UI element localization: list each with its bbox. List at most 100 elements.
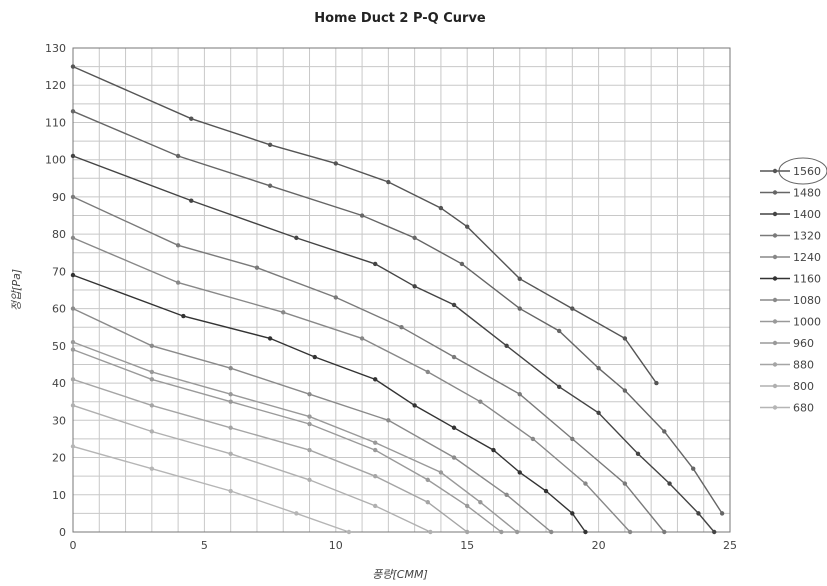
chart-title: Home Duct 2 P-Q Curve	[314, 11, 486, 26]
series-line	[72, 155, 715, 533]
data-point	[451, 455, 457, 460]
legend-item: 1560	[760, 165, 821, 178]
data-point	[622, 481, 628, 486]
data-point	[451, 354, 457, 360]
legend-label: 880	[793, 359, 814, 372]
data-point	[70, 235, 76, 241]
data-point	[622, 388, 628, 393]
legend-label: 1480	[793, 187, 821, 200]
legend-item: 880	[760, 359, 814, 372]
data-point	[267, 183, 273, 188]
data-point	[386, 418, 391, 423]
data-point	[70, 272, 76, 278]
data-point	[70, 306, 76, 311]
legend-swatch-marker	[772, 362, 778, 367]
legend-label: 1000	[793, 316, 821, 329]
data-point	[491, 447, 496, 453]
data-point	[373, 261, 378, 267]
legend-swatch-marker	[772, 340, 778, 346]
data-point	[373, 440, 378, 445]
series-line	[72, 348, 502, 533]
x-tick-label: 15	[460, 539, 474, 552]
data-point	[622, 336, 628, 341]
series-line	[72, 378, 468, 533]
data-point	[478, 399, 483, 404]
data-point	[149, 369, 155, 375]
legend-swatch-marker	[772, 254, 778, 260]
legend-highlight-ellipse	[778, 157, 827, 185]
series-1560	[70, 64, 659, 386]
data-point	[386, 179, 391, 185]
plot-frame	[72, 47, 731, 533]
y-tick-label: 120	[45, 79, 66, 92]
data-point	[425, 477, 430, 483]
data-point	[691, 466, 696, 471]
y-tick-label: 10	[52, 489, 66, 502]
data-point	[359, 213, 365, 218]
data-point	[583, 481, 588, 486]
y-tick-label: 0	[59, 526, 66, 539]
data-point	[373, 503, 378, 509]
legend-swatch-marker	[772, 297, 778, 303]
data-point	[438, 205, 444, 211]
data-point	[307, 421, 312, 427]
series-1000	[70, 339, 520, 535]
legend-swatch-marker	[772, 319, 778, 324]
data-point	[373, 473, 378, 479]
legend-swatch-marker	[772, 383, 778, 389]
data-point	[549, 529, 554, 535]
data-point	[465, 503, 470, 509]
data-point	[70, 403, 76, 408]
legend-swatch-marker	[772, 190, 778, 195]
data-point	[228, 451, 233, 457]
legend-item: 1320	[760, 230, 821, 243]
legend-label: 1560	[793, 165, 821, 178]
data-point	[307, 414, 312, 419]
legend-item: 1080	[760, 294, 821, 307]
y-tick-label: 110	[45, 116, 66, 129]
data-point	[70, 444, 76, 449]
axis-ticks: 0 5 10 15 20 25 0 10 20 30 40 50 60 70 80 90 100 110 120 13…	[45, 42, 737, 552]
data-point	[517, 276, 522, 282]
series-960	[70, 347, 504, 535]
legend-swatch-marker	[772, 276, 778, 281]
legend-item: 800	[760, 380, 814, 393]
series-880	[70, 377, 470, 535]
data-point	[556, 384, 562, 389]
legend-item: 960	[760, 337, 814, 350]
legend-swatch-marker	[772, 233, 778, 238]
legend: 1560 1480 1400 1320 1240 1160 1080 1000 960 880 80…	[760, 157, 827, 415]
data-point	[149, 343, 155, 349]
data-point	[149, 403, 155, 408]
data-point	[228, 365, 233, 371]
legend-swatch-marker	[772, 211, 778, 217]
y-tick-label: 90	[52, 191, 66, 204]
data-point	[281, 310, 286, 315]
legend-item: 1240	[760, 251, 821, 264]
data-point	[412, 403, 417, 408]
data-point	[181, 313, 186, 319]
data-point	[596, 410, 601, 416]
data-point	[465, 529, 470, 535]
y-axis-label: 정압[Pa]	[10, 269, 23, 311]
x-tick-label: 10	[329, 539, 343, 552]
series-800	[70, 403, 433, 535]
data-point	[583, 529, 588, 535]
series-1480	[70, 109, 725, 516]
data-point	[570, 436, 575, 442]
data-point	[307, 392, 312, 397]
data-point	[712, 529, 717, 535]
data-point	[412, 284, 417, 289]
data-point	[189, 116, 194, 121]
legend-swatch-marker	[772, 405, 778, 410]
series-1400	[70, 153, 717, 535]
data-point	[70, 153, 76, 159]
data-point	[517, 392, 522, 397]
series-line	[72, 445, 350, 533]
series-layer	[70, 64, 725, 535]
data-point	[149, 377, 155, 382]
data-point	[70, 377, 76, 382]
series-line	[72, 404, 431, 533]
data-point	[267, 142, 273, 147]
